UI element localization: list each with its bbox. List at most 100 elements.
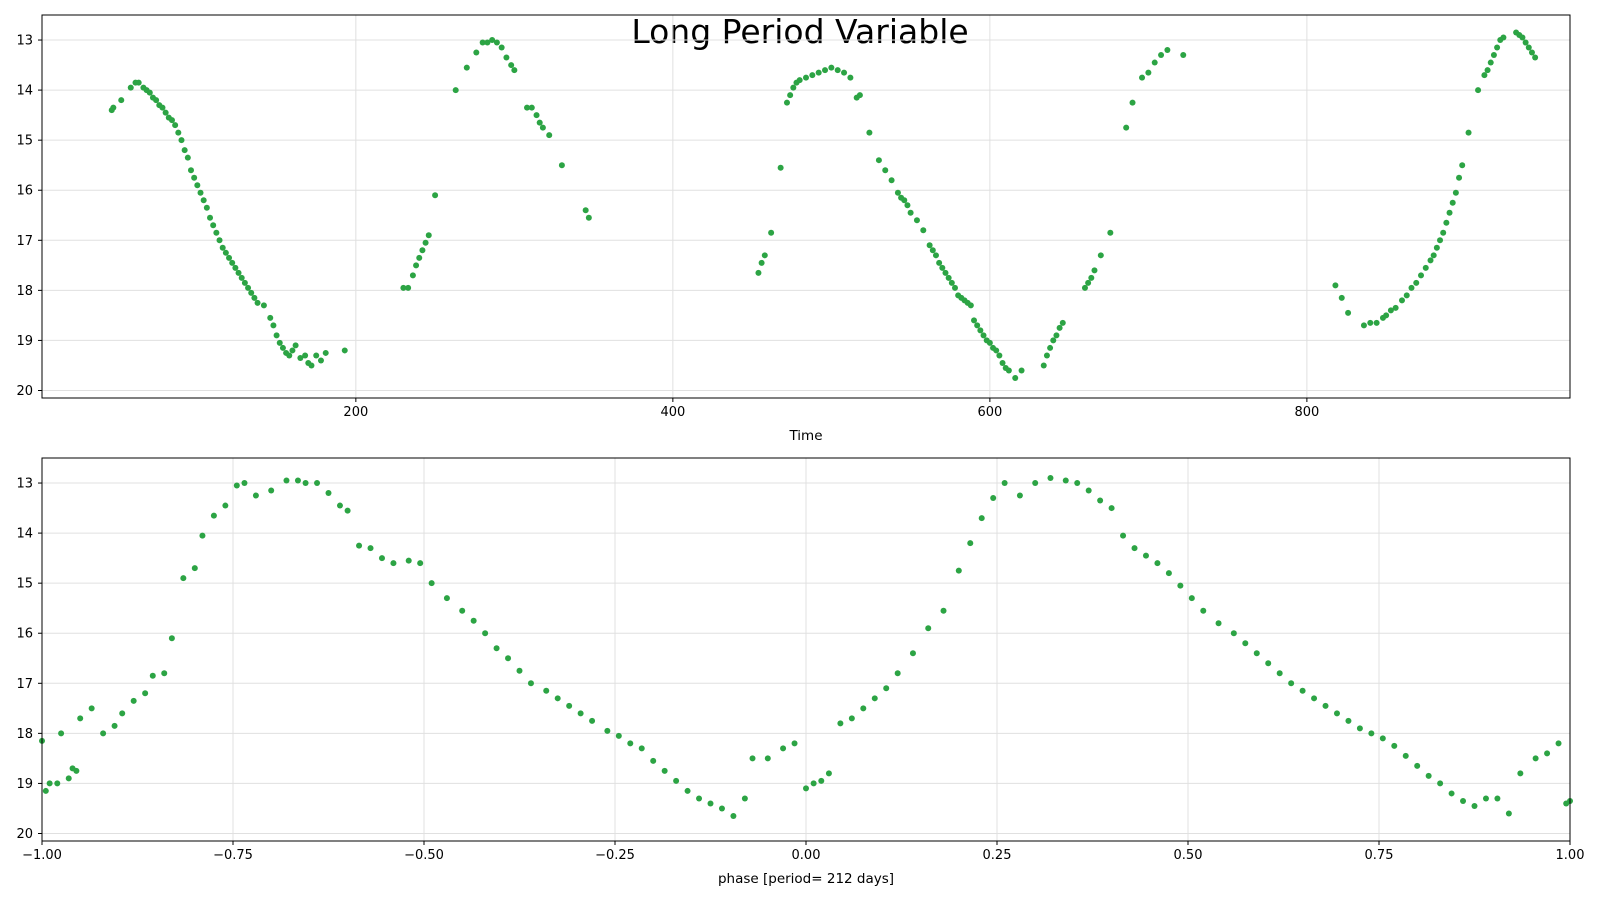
time-plot-data-point — [1392, 304, 1399, 311]
time-plot-data-point — [260, 302, 267, 309]
phase-plot-y-tick-label: 18 — [16, 727, 33, 742]
time-plot-data-point — [493, 39, 500, 46]
phase-plot-data-point — [837, 720, 844, 727]
time-plot-data-point — [416, 254, 423, 261]
time-plot-data-point — [400, 284, 407, 291]
time-plot-y-tick-label: 13 — [16, 34, 33, 49]
phase-plot-data-point — [848, 715, 855, 722]
time-plot-data-point — [882, 167, 889, 174]
time-plot-data-point — [297, 354, 304, 361]
phase-plot-data-point — [180, 575, 187, 582]
phase-plot-data-point — [707, 800, 714, 807]
phase-plot-data-point — [749, 755, 756, 762]
time-plot-data-point — [1449, 199, 1456, 206]
time-plot-data-point — [511, 67, 518, 74]
phase-plot-data-point — [1299, 687, 1306, 694]
time-plot-data-point — [755, 269, 762, 276]
phase-plot-data-point — [356, 542, 363, 549]
phase-plot-data-point — [378, 555, 385, 562]
time-plot-x-tick-label: 200 — [343, 405, 368, 420]
time-plot-frame — [41, 14, 1571, 399]
time-plot-data-point — [1437, 237, 1444, 244]
phase-plot-data-point — [58, 730, 65, 737]
time-plot-data-point — [184, 154, 191, 161]
phase-plot-data-point — [577, 710, 584, 717]
phase-plot-data-point — [390, 560, 397, 567]
phase-plot-data-point — [978, 515, 985, 522]
phase-plot-data-point — [1505, 810, 1512, 817]
time-plot-data-point — [996, 352, 1003, 359]
phase-plot-data-point — [543, 687, 550, 694]
time-plot-points — [108, 29, 1539, 381]
phase-plot-data-point — [1425, 772, 1432, 779]
time-plot-data-point — [986, 339, 993, 346]
phase-plot-data-point — [1391, 742, 1398, 749]
time-plot-data-point — [289, 347, 296, 354]
time-plot-data-point — [222, 249, 229, 256]
time-plot-data-point — [536, 119, 543, 126]
time-plot-data-point — [194, 182, 201, 189]
phase-plot-data-point — [191, 565, 198, 572]
phase-plot-data-point — [638, 745, 645, 752]
phase-plot-data-point — [780, 745, 787, 752]
phase-plot-data-point — [233, 482, 240, 489]
time-plot-y-tick-label: 20 — [16, 384, 33, 399]
time-plot-data-point — [967, 302, 974, 309]
time-plot-data-point — [932, 252, 939, 259]
time-plot-data-point — [1097, 252, 1104, 259]
phase-plot-data-point — [367, 545, 374, 552]
phase-plot-data-point — [661, 767, 668, 774]
phase-plot-data-point — [1437, 780, 1444, 787]
time-plot-data-point — [341, 347, 348, 354]
phase-plot-x-tick-label: 0.50 — [1174, 848, 1203, 863]
time-plot-data-point — [1413, 279, 1420, 286]
time-plot-grid — [42, 15, 1570, 398]
time-plot-data-point — [235, 269, 242, 276]
time-plot: 200 400 600 800 13 14 15 16 17 18 19 20 Time — [16, 14, 1571, 444]
phase-plot-data-point — [810, 780, 817, 787]
phase-plot-data-point — [718, 805, 725, 812]
phase-plot-data-point — [283, 477, 290, 484]
phase-plot-data-point — [803, 785, 809, 792]
phase-plot-data-point — [1230, 630, 1237, 637]
time-plot-data-point — [1443, 219, 1450, 226]
time-plot-data-point — [1475, 87, 1482, 94]
time-plot-data-point — [313, 352, 320, 359]
time-plot-data-point — [1459, 162, 1466, 169]
phase-plot-data-point — [1345, 717, 1352, 724]
phase-plot-y-tick-label: 16 — [16, 627, 33, 642]
time-plot-data-point — [1338, 294, 1345, 301]
phase-plot-x-tick-label: −0.75 — [213, 848, 253, 863]
phase-plot-y-tick-label: 15 — [16, 577, 33, 592]
time-plot-data-point — [1484, 67, 1491, 74]
time-plot-data-point — [254, 299, 261, 306]
time-plot-data-point — [907, 209, 914, 216]
phase-plot-x-tick-label: −1.00 — [22, 848, 62, 863]
time-plot-data-point — [1053, 332, 1060, 339]
time-plot-data-point — [317, 357, 324, 364]
time-plot-data-point — [1456, 174, 1463, 181]
time-plot-y-tick-label: 19 — [16, 334, 33, 349]
time-plot-data-point — [241, 279, 248, 286]
time-plot-data-point — [761, 252, 768, 259]
time-plot-data-point — [248, 289, 255, 296]
time-plot-data-point — [1056, 324, 1063, 331]
phase-plot-data-point — [650, 757, 657, 764]
phase-plot-data-point — [925, 625, 932, 632]
time-plot-data-point — [1158, 52, 1165, 59]
time-plot-data-point — [251, 294, 258, 301]
time-plot-data-point — [1532, 54, 1539, 61]
phase-plot-data-point — [73, 767, 80, 774]
time-plot-data-point — [270, 322, 277, 329]
time-plot-data-point — [888, 177, 895, 184]
phase-plot-data-point — [417, 560, 424, 567]
time-plot-data-point — [162, 109, 169, 116]
phase-plot-data-point — [1097, 497, 1104, 504]
phase-plot-data-point — [1188, 595, 1195, 602]
time-plot-data-point — [181, 147, 188, 154]
phase-plot-data-point — [860, 705, 867, 712]
time-plot-data-point — [216, 237, 223, 244]
phase-plot-data-point — [1517, 770, 1524, 777]
phase-plot-data-point — [443, 595, 450, 602]
